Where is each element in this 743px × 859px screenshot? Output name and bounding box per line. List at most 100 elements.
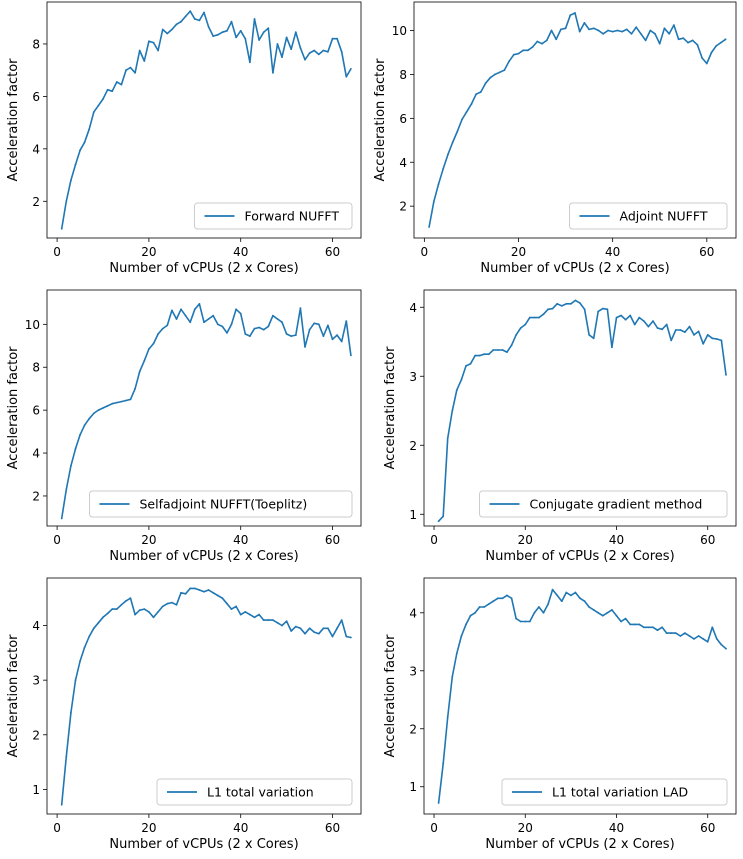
data-point <box>308 52 311 54</box>
data-point <box>294 625 297 628</box>
data-point <box>688 325 691 328</box>
data-point <box>658 42 661 45</box>
data-point <box>633 323 636 326</box>
data-point <box>272 619 274 621</box>
data-point <box>494 73 496 76</box>
data-point <box>533 316 536 319</box>
data-point <box>551 307 554 310</box>
x-tick-label: 0 <box>53 533 61 547</box>
x-axis-label: Number of vCPUs (2 x Cores) <box>109 261 298 276</box>
data-point <box>638 623 641 626</box>
legend-box <box>156 778 353 806</box>
data-point <box>556 302 559 305</box>
data-point <box>447 153 449 156</box>
data-point <box>606 611 609 614</box>
data-point <box>570 594 572 597</box>
data-point <box>350 68 352 70</box>
legend: L1 total variation <box>156 778 353 806</box>
data-point <box>547 603 549 605</box>
data-point <box>244 37 247 40</box>
data-point <box>711 337 714 340</box>
data-point <box>258 39 260 41</box>
data-point <box>184 15 187 18</box>
data-point <box>541 42 543 45</box>
data-point <box>102 616 104 619</box>
data-point <box>661 328 663 331</box>
data-point <box>606 308 609 311</box>
data-point <box>670 339 673 342</box>
data-point <box>102 407 104 409</box>
data-point <box>285 333 288 335</box>
data-point <box>70 465 72 467</box>
data-point <box>143 608 146 610</box>
data-point <box>455 652 458 655</box>
data-point <box>203 590 205 593</box>
data-point <box>60 517 63 520</box>
data-point <box>487 603 490 605</box>
data-point <box>138 370 141 373</box>
data-point <box>474 354 476 357</box>
data-point <box>189 10 192 13</box>
data-point <box>262 619 265 621</box>
data-point <box>668 32 671 35</box>
data-point <box>345 75 348 78</box>
data-point <box>715 45 718 47</box>
chart-panel-2: 0 20 40 60 2 4 6 8 10 Number of vCPUs (2 x Cores)… <box>373 1 737 276</box>
data-point <box>345 635 348 638</box>
data-point <box>65 200 68 203</box>
data-point <box>542 313 545 316</box>
legend-label: Adjoint NUFFT <box>620 209 708 224</box>
x-tick-label: 20 <box>518 533 533 547</box>
data-point <box>510 597 513 600</box>
data-point <box>221 325 224 328</box>
data-point <box>538 316 540 319</box>
data-point <box>322 335 325 337</box>
data-point <box>313 49 316 52</box>
data-point <box>621 30 623 33</box>
data-point <box>647 325 650 328</box>
data-point <box>134 613 137 616</box>
data-point <box>322 627 325 630</box>
legend: L1 total variation LAD <box>501 778 728 806</box>
data-point <box>125 600 127 602</box>
data-point <box>212 591 215 594</box>
data-point <box>290 48 293 51</box>
data-point <box>551 588 554 591</box>
x-tick-label: 40 <box>233 821 248 835</box>
data-point <box>235 36 238 39</box>
data-point <box>193 308 196 311</box>
data-point <box>166 324 169 327</box>
data-point <box>285 36 288 39</box>
data-point <box>556 594 559 597</box>
data-point <box>299 307 302 310</box>
data-point <box>679 329 682 331</box>
series-line <box>437 588 727 804</box>
data-point <box>630 32 633 35</box>
data-point <box>524 620 527 623</box>
data-point <box>74 679 77 682</box>
data-point <box>706 640 709 643</box>
data-point <box>570 302 572 305</box>
data-point <box>253 327 256 330</box>
data-point <box>304 58 306 61</box>
data-point <box>258 326 260 329</box>
data-point <box>533 611 536 614</box>
data-point <box>308 328 311 331</box>
data-point <box>522 49 525 52</box>
x-tick-label: 20 <box>518 821 533 835</box>
legend-box <box>194 202 353 230</box>
data-point <box>148 40 150 43</box>
data-point <box>679 635 682 637</box>
x-axis-label: Number of vCPUs (2 x Cores) <box>109 549 298 564</box>
data-point <box>665 323 668 326</box>
data-point <box>134 71 137 74</box>
data-point <box>244 333 247 335</box>
data-point <box>601 307 604 310</box>
legend-box <box>479 490 728 518</box>
data-point <box>221 31 224 34</box>
data-point <box>226 29 228 32</box>
data-point <box>83 646 86 649</box>
data-point <box>579 302 581 304</box>
data-point <box>125 399 127 402</box>
data-point <box>696 43 699 46</box>
